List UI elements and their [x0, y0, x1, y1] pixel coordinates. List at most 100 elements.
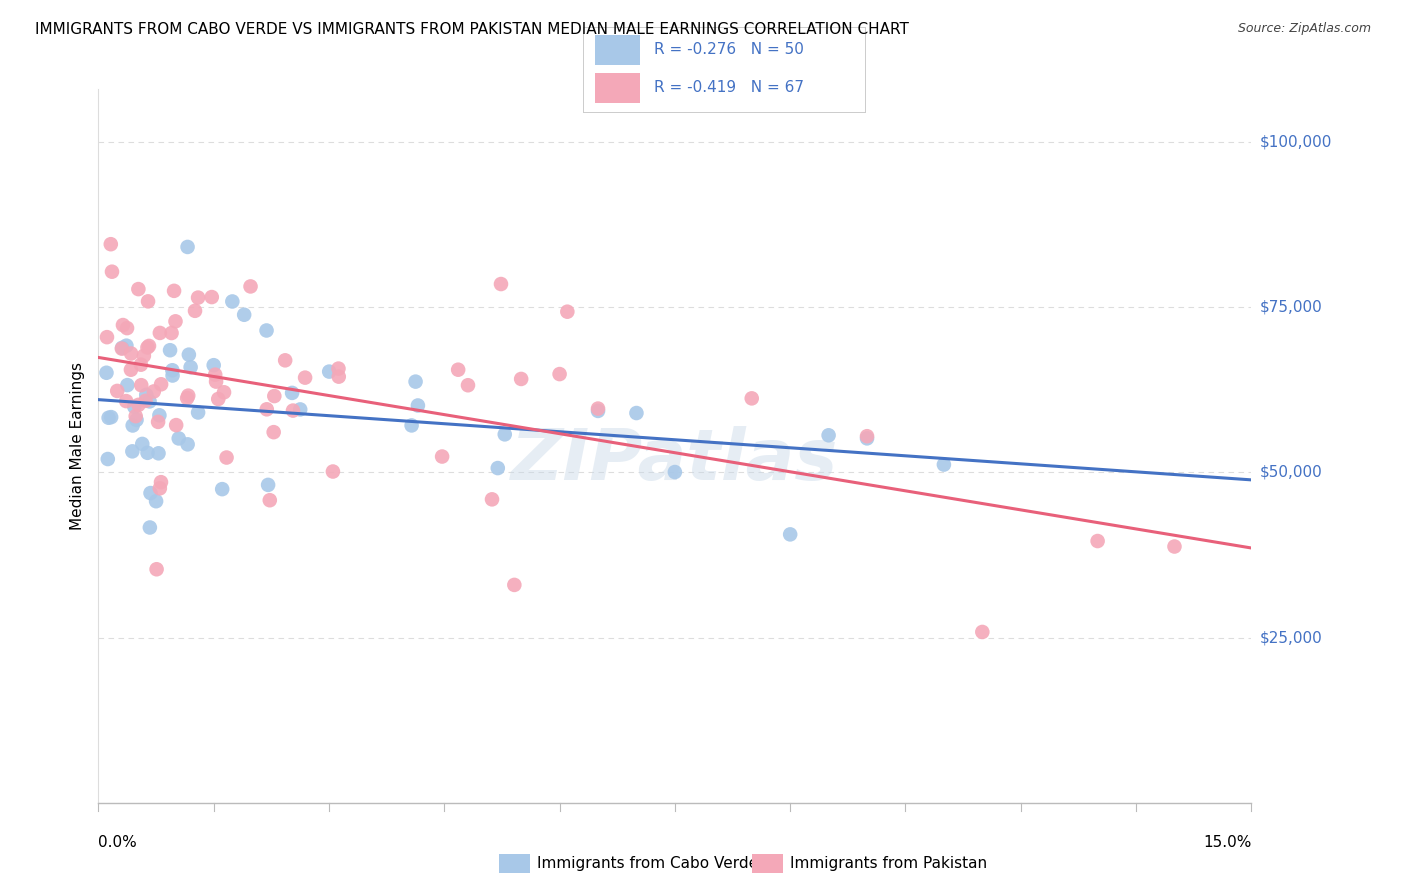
Point	[115, 394, 138, 409]
Point	[176, 240, 198, 254]
Point	[101, 265, 124, 279]
Point	[215, 450, 238, 465]
Text: $25,000: $25,000	[1260, 630, 1323, 645]
Point	[205, 375, 228, 389]
Point	[148, 409, 170, 423]
Point	[117, 378, 139, 392]
Point	[135, 393, 157, 408]
Bar	[595, 73, 640, 103]
Point	[149, 326, 172, 340]
Point	[322, 465, 344, 479]
Point	[972, 624, 994, 639]
Point	[779, 527, 801, 541]
Point	[138, 339, 160, 353]
Point	[129, 358, 152, 372]
Point	[401, 418, 423, 433]
Text: Source: ZipAtlas.com: Source: ZipAtlas.com	[1237, 22, 1371, 36]
Point	[256, 402, 278, 417]
Point	[120, 362, 142, 376]
Point	[97, 452, 120, 467]
Point	[162, 363, 184, 377]
Point	[97, 410, 120, 425]
Point	[135, 388, 157, 402]
Point	[856, 431, 879, 445]
Point	[548, 367, 571, 381]
Point	[489, 277, 512, 291]
Point	[187, 405, 209, 419]
Point	[132, 349, 155, 363]
Point	[1163, 540, 1185, 554]
Point	[328, 369, 350, 384]
Point	[405, 375, 427, 389]
Point	[256, 323, 278, 337]
Point	[290, 402, 312, 417]
Point	[207, 392, 229, 406]
Bar	[595, 36, 640, 65]
Point	[177, 389, 200, 403]
Point	[96, 330, 118, 344]
Point	[167, 432, 190, 446]
Point	[201, 290, 224, 304]
Point	[165, 314, 187, 328]
Point	[202, 358, 225, 372]
Point	[1087, 534, 1109, 549]
Point	[447, 362, 470, 376]
Point	[932, 458, 955, 472]
Point	[281, 403, 304, 417]
Point	[162, 368, 184, 383]
Point	[111, 341, 134, 355]
Point	[211, 482, 233, 496]
Point	[176, 437, 198, 451]
Point	[111, 318, 134, 332]
Point	[586, 401, 609, 416]
Point	[328, 361, 350, 376]
Point	[163, 284, 186, 298]
Point	[124, 400, 146, 414]
Text: R = -0.276   N = 50: R = -0.276 N = 50	[654, 42, 804, 57]
Point	[281, 385, 304, 400]
Point	[503, 578, 526, 592]
Point	[430, 450, 453, 464]
Point	[233, 308, 256, 322]
Point	[180, 360, 202, 375]
Point	[138, 394, 160, 409]
Point	[148, 446, 170, 460]
Point	[139, 520, 162, 534]
Text: IMMIGRANTS FROM CABO VERDE VS IMMIGRANTS FROM PAKISTAN MEDIAN MALE EARNINGS CORR: IMMIGRANTS FROM CABO VERDE VS IMMIGRANTS…	[35, 22, 910, 37]
Point	[457, 378, 479, 392]
Point	[856, 429, 879, 443]
Point	[486, 461, 509, 475]
Point	[145, 494, 167, 508]
Point	[100, 410, 122, 425]
Point	[127, 398, 149, 412]
Point	[131, 437, 153, 451]
Point	[664, 465, 686, 479]
Point	[136, 446, 159, 460]
Point	[239, 279, 262, 293]
Point	[160, 326, 183, 340]
Point	[263, 389, 285, 403]
Text: 0.0%: 0.0%	[98, 835, 138, 850]
Point	[259, 493, 281, 508]
Point	[145, 562, 167, 576]
Point	[318, 365, 340, 379]
Point	[115, 339, 138, 353]
Point	[741, 392, 763, 406]
Point	[111, 342, 134, 356]
Point	[121, 444, 143, 458]
Point	[204, 368, 226, 382]
Point	[105, 384, 128, 398]
Point	[176, 391, 198, 405]
Point	[120, 346, 142, 360]
Point	[481, 492, 503, 507]
Point	[100, 237, 122, 252]
Point	[406, 399, 429, 413]
Y-axis label: Median Male Earnings: Median Male Earnings	[70, 362, 86, 530]
Point	[146, 415, 169, 429]
Point	[136, 340, 159, 354]
Point	[510, 372, 533, 386]
Text: $75,000: $75,000	[1260, 300, 1323, 315]
Text: R = -0.419   N = 67: R = -0.419 N = 67	[654, 80, 804, 95]
Point	[150, 475, 173, 490]
Point	[184, 303, 207, 318]
